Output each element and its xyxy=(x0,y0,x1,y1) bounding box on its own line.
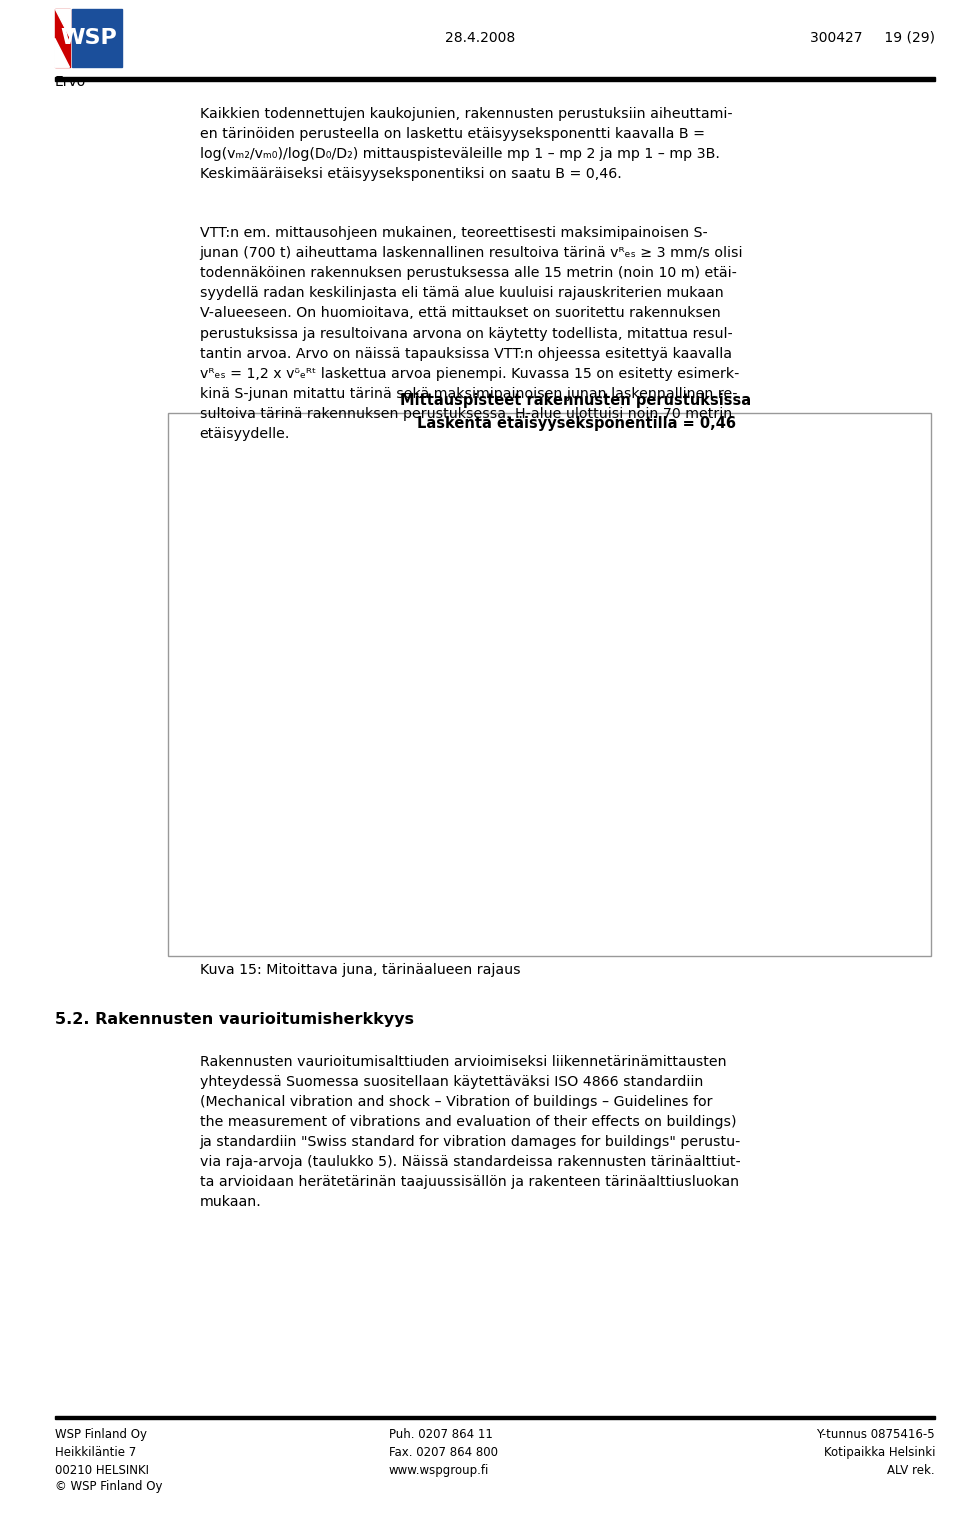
Text: VTT:n em. mittausohjeen mukainen, teoreettisesti maksimipainoisen S-
junan (700 : VTT:n em. mittausohjeen mukainen, teoree… xyxy=(200,226,743,440)
Text: Kaikkien todennettujen kaukojunien, rakennusten perustuksiin aiheuttami-
en täri: Kaikkien todennettujen kaukojunien, rake… xyxy=(200,107,732,180)
Bar xyxy=(71,9,122,67)
Text: Kuva 15: Mitoittava juna, tärinäalueen rajaus: Kuva 15: Mitoittava juna, tärinäalueen r… xyxy=(200,963,520,977)
Legend: Sovitettu S-juna Turkuun 27.3. klo 14:43, Mitattu heilahdusnopeus perustuksessa,: Sovitettu S-juna Turkuun 27.3. klo 14:43… xyxy=(629,526,892,592)
Text: Rakennusten vaurioitumisalttiuden arvioimiseksi liikennetärinämittausten
yhteyde: Rakennusten vaurioitumisalttiuden arvioi… xyxy=(200,1055,741,1209)
Text: WSP Finland Oy
Heikkiläntie 7
00210 HELSINKI: WSP Finland Oy Heikkiläntie 7 00210 HELS… xyxy=(55,1428,149,1477)
Text: WSP: WSP xyxy=(60,28,117,49)
X-axis label: Etäisyys raiteen keskeltä [m]: Etäisyys raiteen keskeltä [m] xyxy=(485,939,667,951)
Text: 300427     19 (29): 300427 19 (29) xyxy=(810,31,935,44)
Point xyxy=(749,870,764,894)
Text: Laskenta etäisyyseksponentilla = 0,46: Laskenta etäisyyseksponentilla = 0,46 xyxy=(417,416,735,431)
Text: 28.4.2008: 28.4.2008 xyxy=(444,31,516,44)
Text: 5.2. Rakennusten vaurioitumisherkkyys: 5.2. Rakennusten vaurioitumisherkkyys xyxy=(55,1012,414,1027)
Text: Mittauspisteet rakennusten perustuksissa: Mittauspisteet rakennusten perustuksissa xyxy=(400,393,752,408)
Text: © WSP Finland Oy: © WSP Finland Oy xyxy=(55,1480,162,1494)
Text: Puh. 0207 864 11
Fax. 0207 864 800
www.wspgroup.fi: Puh. 0207 864 11 Fax. 0207 864 800 www.w… xyxy=(389,1428,498,1477)
Text: Ervo: Ervo xyxy=(55,75,86,89)
Polygon shape xyxy=(55,38,69,67)
Polygon shape xyxy=(55,9,69,38)
Point xyxy=(588,868,604,893)
Text: Y-tunnus 0875416-5
Kotipaikka Helsinki
ALV rek.: Y-tunnus 0875416-5 Kotipaikka Helsinki A… xyxy=(816,1428,935,1477)
Point xyxy=(307,824,323,849)
Y-axis label: Heilahdusnopeus v$_{res}$ [mm/s]: Heilahdusnopeus v$_{res}$ [mm/s] xyxy=(196,624,212,806)
Bar xyxy=(55,9,69,67)
